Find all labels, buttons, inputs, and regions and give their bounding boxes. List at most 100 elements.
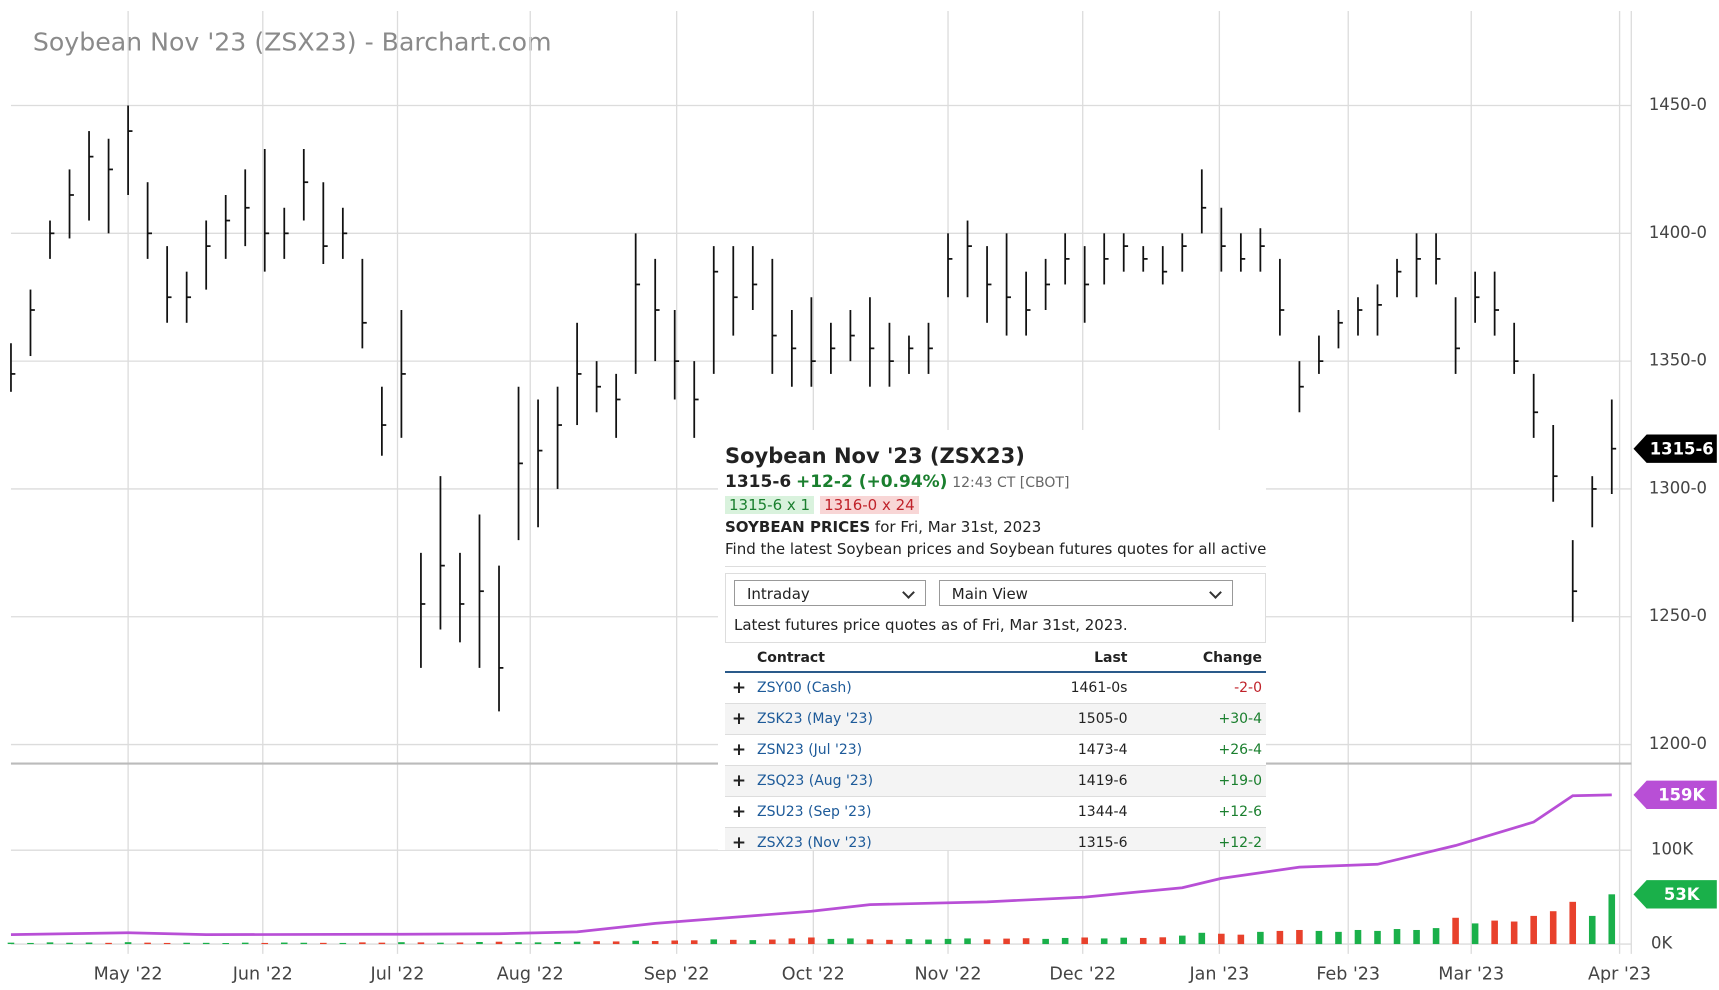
ask: 1316-0 x 24	[820, 496, 919, 514]
last: 1505-0	[1001, 703, 1132, 735]
volume-label: 53K	[1664, 885, 1701, 904]
dropdown[interactable]: Main View	[938, 580, 1233, 606]
volume-bar	[1432, 928, 1440, 945]
volume-bar	[554, 941, 561, 945]
volume-bar	[66, 942, 73, 945]
quote-table: Contract Last Change + ZSY00 (Cash) 1461-0s -2…	[725, 643, 1266, 850]
volume-bar	[1198, 932, 1206, 945]
volume-bar	[1452, 917, 1459, 945]
y2-tick-label: 0K	[1651, 934, 1673, 953]
volume-bar	[46, 942, 54, 945]
heading-date: for Fri, Mar 31st, 2023	[874, 518, 1042, 536]
volume-bar	[847, 938, 854, 945]
quote-row[interactable]: + ZSK23 (May '23) 1505-0 +30-4	[725, 703, 1266, 735]
y-tick-label: 1400-0	[1649, 223, 1707, 242]
contract[interactable]: ZSN23 (Jul '23)	[753, 734, 1002, 766]
volume-bar	[359, 942, 366, 945]
panel-title: Soybean Nov '23 (ZSX23)	[725, 444, 1025, 468]
volume-bar	[202, 942, 210, 945]
change: +12-2 (+0.94%)	[795, 472, 948, 492]
volume-tag	[1633, 880, 1717, 909]
description: Find the latest Soybean prices and Soybe…	[725, 540, 1266, 567]
volume-bar	[1100, 938, 1108, 945]
expand-icon[interactable]: +	[725, 672, 753, 704]
volume-bar	[144, 942, 151, 945]
x-tick-label: Mar '23	[1438, 965, 1504, 985]
col-header: Last	[1001, 643, 1132, 673]
volume-bar	[1471, 923, 1479, 945]
volume-bar	[1315, 930, 1323, 945]
controls: Intraday Main View Latest futures price …	[725, 573, 1266, 643]
bid: 1315-6 x 1	[725, 496, 815, 514]
last-price-label: 1315-6	[1650, 439, 1714, 458]
contract[interactable]: ZSX23 (Nov '23)	[753, 827, 1002, 850]
volume-bar	[495, 941, 503, 945]
bid-ask: 1315-6 x 1 1316-0 x 24	[725, 496, 1266, 514]
expand-icon[interactable]: +	[725, 734, 753, 766]
volume-bar	[1042, 938, 1049, 945]
volume-bar	[183, 942, 190, 945]
x-tick-label: Oct '22	[782, 965, 845, 985]
contract[interactable]: ZSU23 (Sep '23)	[753, 796, 1002, 828]
change: +26-4	[1131, 734, 1266, 766]
contract[interactable]: ZSQ23 (Aug '23)	[753, 765, 1002, 797]
quote-row[interactable]: + ZSQ23 (Aug '23) 1419-6 +19-0	[725, 765, 1266, 797]
quote-row[interactable]: + ZSU23 (Sep '23) 1344-4 +12-6	[725, 796, 1266, 828]
x-tick-label: Nov '22	[915, 965, 982, 985]
volume-bar	[1237, 934, 1245, 945]
y-tick-label: 1250-0	[1649, 606, 1707, 625]
x-tick-label: Jul '22	[370, 965, 425, 985]
quote-panel: Soybean Nov '23 (ZSX23) 1315-6 +12-2 (+0…	[718, 430, 1266, 850]
volume-bar	[808, 937, 815, 945]
volume-bar	[944, 938, 952, 945]
volume-bar	[1178, 935, 1186, 945]
x-tick-label: May '22	[94, 965, 163, 985]
volume-bar	[925, 939, 932, 945]
volume-bar	[378, 942, 386, 945]
dropdown[interactable]: Intraday	[734, 580, 926, 606]
volume-bar	[476, 941, 483, 945]
x-tick-label: Sep '22	[644, 965, 710, 985]
quote-row[interactable]: + ZSY00 (Cash) 1461-0s -2-0	[725, 672, 1266, 704]
volume-bar	[1588, 915, 1596, 945]
expand-icon[interactable]: +	[725, 827, 753, 850]
change: +12-6	[1131, 796, 1266, 828]
heading: SOYBEAN PRICES	[725, 518, 871, 536]
price-line: 1315-6 +12-2 (+0.94%) 12:43 CT [CBOT]	[725, 472, 1266, 492]
last: 1315-6	[1001, 827, 1132, 850]
expand-icon[interactable]: +	[725, 765, 753, 797]
volume-bar	[85, 942, 93, 945]
volume-bar	[1257, 931, 1264, 945]
volume-bar	[1335, 931, 1342, 945]
quote-row[interactable]: + ZSX23 (Nov '23) 1315-6 +12-2	[725, 827, 1266, 850]
contract[interactable]: ZSK23 (May '23)	[753, 703, 1002, 735]
change: +12-2	[1131, 827, 1266, 850]
x-tick-label: Jun '22	[232, 965, 293, 985]
chart-title: Soybean Nov '23 (ZSX23) - Barchart.com	[33, 28, 552, 57]
volume-bar	[1393, 929, 1401, 945]
expand-icon[interactable]: +	[725, 703, 753, 735]
volume-bar	[983, 939, 991, 945]
expand-icon[interactable]: +	[725, 796, 753, 828]
volume-bar	[7, 942, 15, 945]
volume-bar	[690, 940, 698, 945]
col-header: Contract	[753, 643, 1002, 673]
contract[interactable]: ZSY00 (Cash)	[753, 672, 1002, 704]
volume-bar	[534, 942, 542, 945]
volume-bar	[456, 942, 464, 945]
x-tick-label: Jan '23	[1189, 965, 1250, 985]
open-interest-tag	[1633, 780, 1717, 810]
volume-bar	[222, 943, 229, 945]
price: 1315-6	[725, 472, 792, 492]
quote-row[interactable]: + ZSN23 (Jul '23) 1473-4 +26-4	[725, 734, 1266, 766]
volume-bar	[27, 942, 34, 945]
y-tick-label: 1450-0	[1649, 95, 1707, 114]
volume-bar	[1530, 915, 1537, 945]
volume-bar	[1022, 938, 1030, 945]
volume-bar	[905, 939, 913, 945]
change: -2-0	[1131, 672, 1266, 704]
volume-bar	[339, 942, 347, 945]
volume-bar	[964, 938, 971, 945]
volume-bar	[1276, 930, 1284, 945]
